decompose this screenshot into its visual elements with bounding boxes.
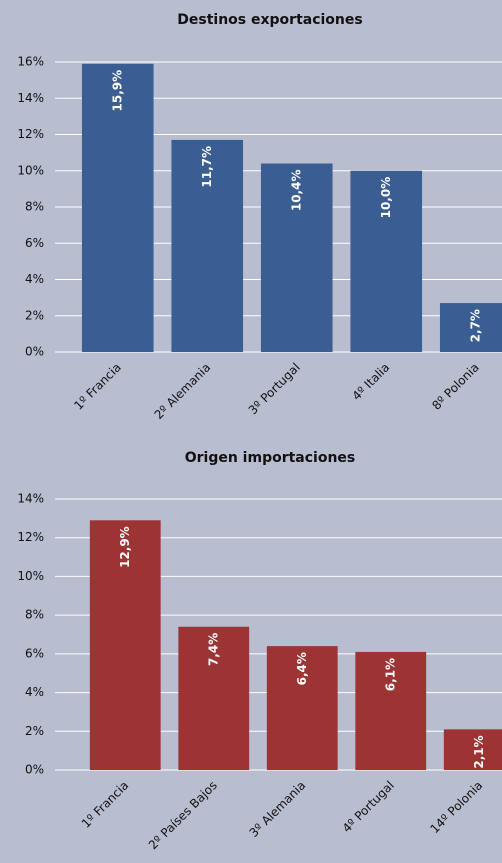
y-tick-label: 12% (17, 127, 44, 141)
x-tick-label: 14º Polonia (427, 778, 485, 836)
bar (443, 729, 502, 770)
bar (260, 163, 333, 352)
x-tick-label: 8º Polonia (429, 360, 481, 412)
value-label: 10,0% (379, 177, 393, 219)
y-tick-label: 16% (17, 55, 44, 69)
chart-title: Origen importaciones (185, 450, 356, 466)
x-tick-label: 3º Portugal (246, 360, 303, 417)
y-tick-label: 2% (25, 724, 44, 738)
chart-title: Destinos exportaciones (177, 12, 362, 28)
value-label: 7,4% (206, 633, 220, 666)
value-label: 15,9% (110, 70, 124, 112)
x-tick-label: 3º Alemania (247, 778, 309, 840)
y-tick-label: 4% (25, 272, 44, 286)
y-tick-label: 8% (25, 200, 44, 214)
x-tick-label: 4º Portugal (340, 778, 397, 835)
value-label: 6,1% (383, 658, 397, 691)
y-tick-label: 4% (25, 685, 44, 699)
x-tick-label: 1º Francia (79, 778, 132, 831)
y-tick-label: 10% (17, 163, 44, 177)
y-tick-label: 8% (25, 608, 44, 622)
bar (171, 139, 244, 352)
bar (89, 520, 161, 770)
chart: Origen importaciones 0% 2% 4% 6% 8% 10% 12% 14% 1… (17, 450, 502, 852)
value-label: 11,7% (200, 146, 214, 188)
x-tick-label: 4º Italia (349, 360, 392, 403)
value-label: 2,1% (472, 735, 486, 768)
y-tick-label: 6% (25, 646, 44, 660)
x-tick-label: 2º Países Bajos (146, 778, 220, 852)
y-tick-label: 14% (17, 91, 44, 105)
value-label: 12,9% (118, 526, 132, 568)
y-tick-label: 0% (25, 345, 44, 359)
bar (439, 303, 502, 352)
value-label: 10,4% (289, 170, 303, 212)
bar (355, 651, 427, 770)
value-label: 6,4% (295, 652, 309, 685)
y-tick-label: 2% (25, 308, 44, 322)
y-tick-label: 0% (25, 763, 44, 777)
x-tick-label: 2º Alemania (152, 360, 214, 422)
x-tick-label: 1º Francia (71, 360, 124, 413)
y-tick-label: 14% (17, 492, 44, 506)
y-tick-label: 10% (17, 569, 44, 583)
y-tick-label: 6% (25, 236, 44, 250)
y-tick-label: 12% (17, 530, 44, 544)
bar (81, 63, 154, 352)
bar (178, 626, 250, 770)
chart: Destinos exportaciones 0% 2% 4% 6% 8% 10% 12% 14… (17, 12, 502, 422)
bar (350, 170, 423, 352)
value-label: 2,7% (468, 309, 482, 342)
bar (266, 646, 338, 770)
